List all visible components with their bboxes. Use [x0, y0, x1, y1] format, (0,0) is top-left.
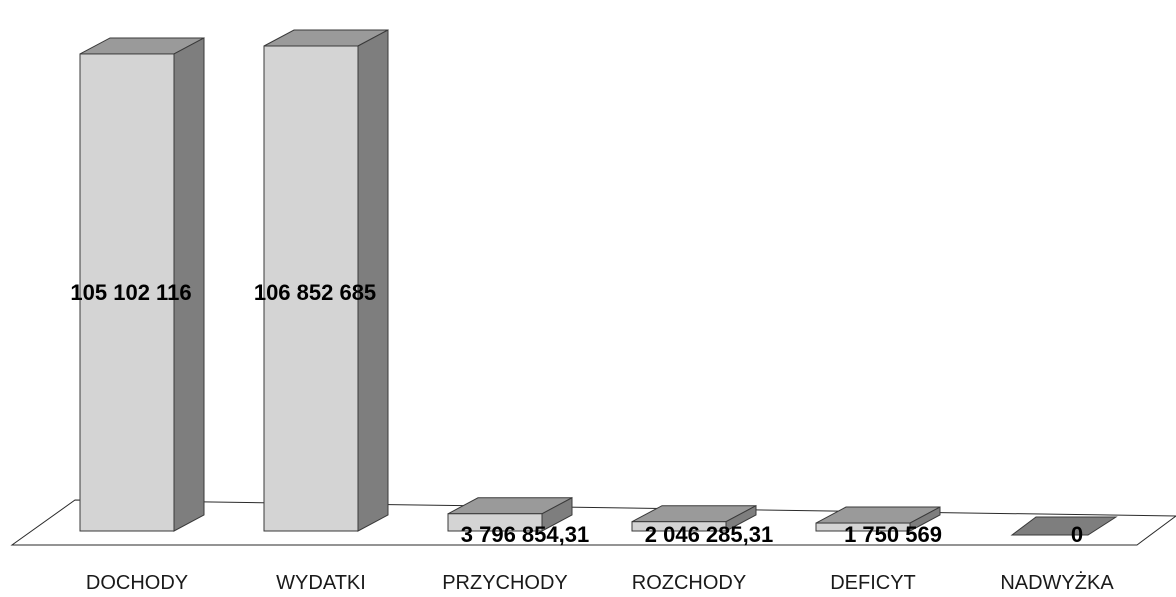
bar-zero-slab — [1010, 516, 1118, 536]
category-label: DEFICYT — [830, 572, 916, 594]
bar-front-face — [447, 513, 543, 532]
bar-front-face — [79, 53, 175, 532]
bar — [631, 504, 757, 532]
data-label: 105 102 116 — [70, 280, 191, 305]
bar — [815, 506, 941, 532]
category-labels: DOCHODY WYDATKI PRZYCHODY ROZCHODY DEFICYT NA… — [86, 571, 1114, 594]
category-label: WYDATKI — [276, 572, 366, 594]
data-label: 1 750 569 — [844, 522, 942, 547]
category-label: DOCHODY — [86, 572, 188, 594]
bar — [1010, 516, 1118, 536]
bar — [263, 29, 389, 532]
data-label: 3 796 854,31 — [461, 522, 589, 547]
bar-front-face — [631, 521, 727, 532]
bar-front-face — [263, 45, 359, 532]
bar — [79, 37, 205, 532]
category-label: PRZYCHODY — [442, 572, 568, 594]
category-label: NADWYŻKA — [1000, 571, 1114, 594]
data-labels: 105 102 116 106 852 685 3 796 854,31 2 046 … — [70, 280, 1083, 547]
bar-front-face — [815, 522, 911, 532]
bars — [79, 29, 1118, 536]
data-label: 106 852 685 — [254, 280, 376, 305]
data-label: 2 046 285,31 — [645, 522, 773, 547]
bar — [447, 496, 573, 532]
category-label: ROZCHODY — [632, 572, 746, 594]
data-label: 0 — [1071, 522, 1083, 547]
